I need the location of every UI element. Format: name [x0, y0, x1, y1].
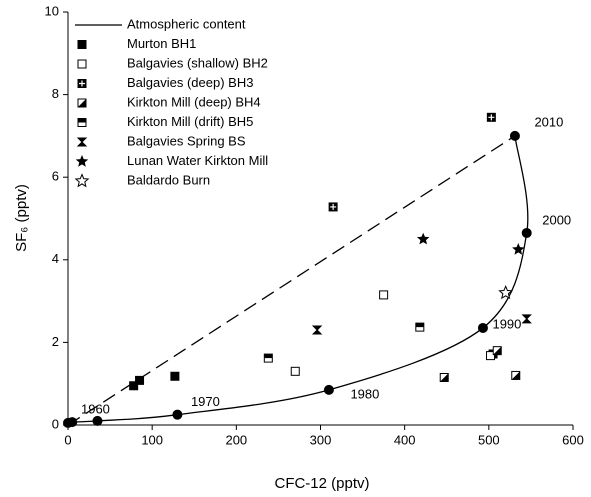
marker — [521, 227, 532, 238]
x-tick-label: 400 — [394, 432, 416, 447]
y-tick-label: 0 — [52, 416, 59, 431]
marker-cross — [330, 203, 337, 210]
marker-hourglass — [76, 137, 88, 147]
marker — [477, 322, 488, 333]
marker — [323, 384, 334, 395]
marker — [415, 322, 425, 332]
y-tick-label: 2 — [52, 334, 59, 349]
legend-label: Kirkton Mill (drift) BH5 — [127, 114, 253, 129]
marker-cross — [488, 114, 495, 121]
marker — [417, 232, 430, 245]
marker — [498, 284, 514, 300]
y-tick-label: 4 — [52, 251, 59, 266]
marker-half — [78, 118, 86, 123]
marker-half — [264, 354, 273, 359]
marker — [521, 314, 532, 324]
legend-label: Baldardo Burn — [127, 172, 210, 187]
marker — [486, 112, 496, 122]
point-label: 2010 — [534, 114, 563, 129]
marker — [512, 243, 525, 255]
marker-square — [77, 40, 87, 49]
marker — [328, 202, 338, 212]
legend-label: Balgavies (shallow) BH2 — [127, 55, 268, 70]
marker-half — [493, 346, 502, 355]
marker — [77, 79, 87, 88]
legend-label: Kirkton Mill (deep) BH4 — [127, 94, 261, 109]
x-tick-label: 500 — [478, 432, 500, 447]
marker — [77, 118, 87, 127]
marker-square — [135, 375, 145, 385]
marker — [172, 409, 183, 420]
legend-label: Balgavies (deep) BH3 — [127, 75, 253, 90]
marker-star — [417, 232, 430, 245]
marker — [74, 173, 90, 188]
marker-square — [170, 371, 180, 381]
y-tick-label: 8 — [52, 86, 59, 101]
marker — [290, 366, 300, 376]
point-label: 1980 — [350, 386, 379, 401]
marker — [170, 371, 180, 381]
marker-hourglass — [311, 325, 323, 335]
marker-circle — [323, 384, 334, 395]
marker-square — [129, 381, 139, 391]
marker — [511, 370, 521, 380]
marker-hourglass — [521, 314, 532, 324]
marker — [439, 373, 449, 383]
marker — [77, 40, 87, 49]
marker — [75, 155, 89, 167]
marker-half — [415, 323, 424, 328]
marker-star — [74, 173, 90, 188]
marker — [135, 375, 145, 385]
marker-cross — [79, 80, 85, 87]
marker-half — [511, 371, 520, 380]
curve — [67, 135, 529, 424]
point-label: 1970 — [191, 394, 220, 409]
marker-circle — [172, 409, 183, 420]
marker-half — [440, 373, 449, 382]
legend-label: Balgavies Spring BS — [127, 133, 246, 148]
point-label: 2000 — [542, 212, 571, 227]
y-tick-label: 10 — [45, 3, 59, 18]
x-tick-label: 200 — [225, 432, 247, 447]
x-axis-label: CFC-12 (pptv) — [274, 475, 369, 492]
marker-circle — [92, 415, 103, 426]
point-label: 1990 — [492, 316, 521, 331]
marker — [492, 346, 502, 356]
marker — [92, 415, 103, 426]
marker — [76, 137, 88, 147]
marker-circle — [477, 322, 488, 333]
marker — [486, 351, 496, 361]
legend-label: Lunan Water Kirkton Mill — [127, 153, 268, 168]
x-tick-label: 600 — [562, 432, 584, 447]
legend-label: Murton BH1 — [127, 36, 196, 51]
marker-square — [486, 351, 496, 361]
marker-star — [498, 284, 514, 300]
marker-star — [75, 155, 89, 167]
marker — [379, 290, 389, 300]
x-tick-label: 100 — [141, 432, 163, 447]
marker — [311, 325, 323, 335]
marker-half — [78, 99, 86, 107]
marker — [263, 353, 273, 363]
y-tick-label: 6 — [52, 169, 59, 184]
legend-label: Atmospheric content — [127, 16, 246, 31]
marker-circle — [521, 227, 532, 238]
point-label: 1960 — [81, 401, 110, 416]
marker-square — [290, 366, 300, 376]
marker — [129, 381, 139, 391]
y-axis-label: SF₆ (pptv) — [13, 184, 30, 252]
marker-square — [379, 290, 389, 300]
marker — [77, 98, 87, 108]
x-tick-label: 300 — [310, 432, 332, 447]
x-tick-label: 0 — [64, 432, 71, 447]
marker-square — [77, 59, 87, 69]
marker — [77, 59, 87, 69]
marker-star — [512, 243, 525, 255]
